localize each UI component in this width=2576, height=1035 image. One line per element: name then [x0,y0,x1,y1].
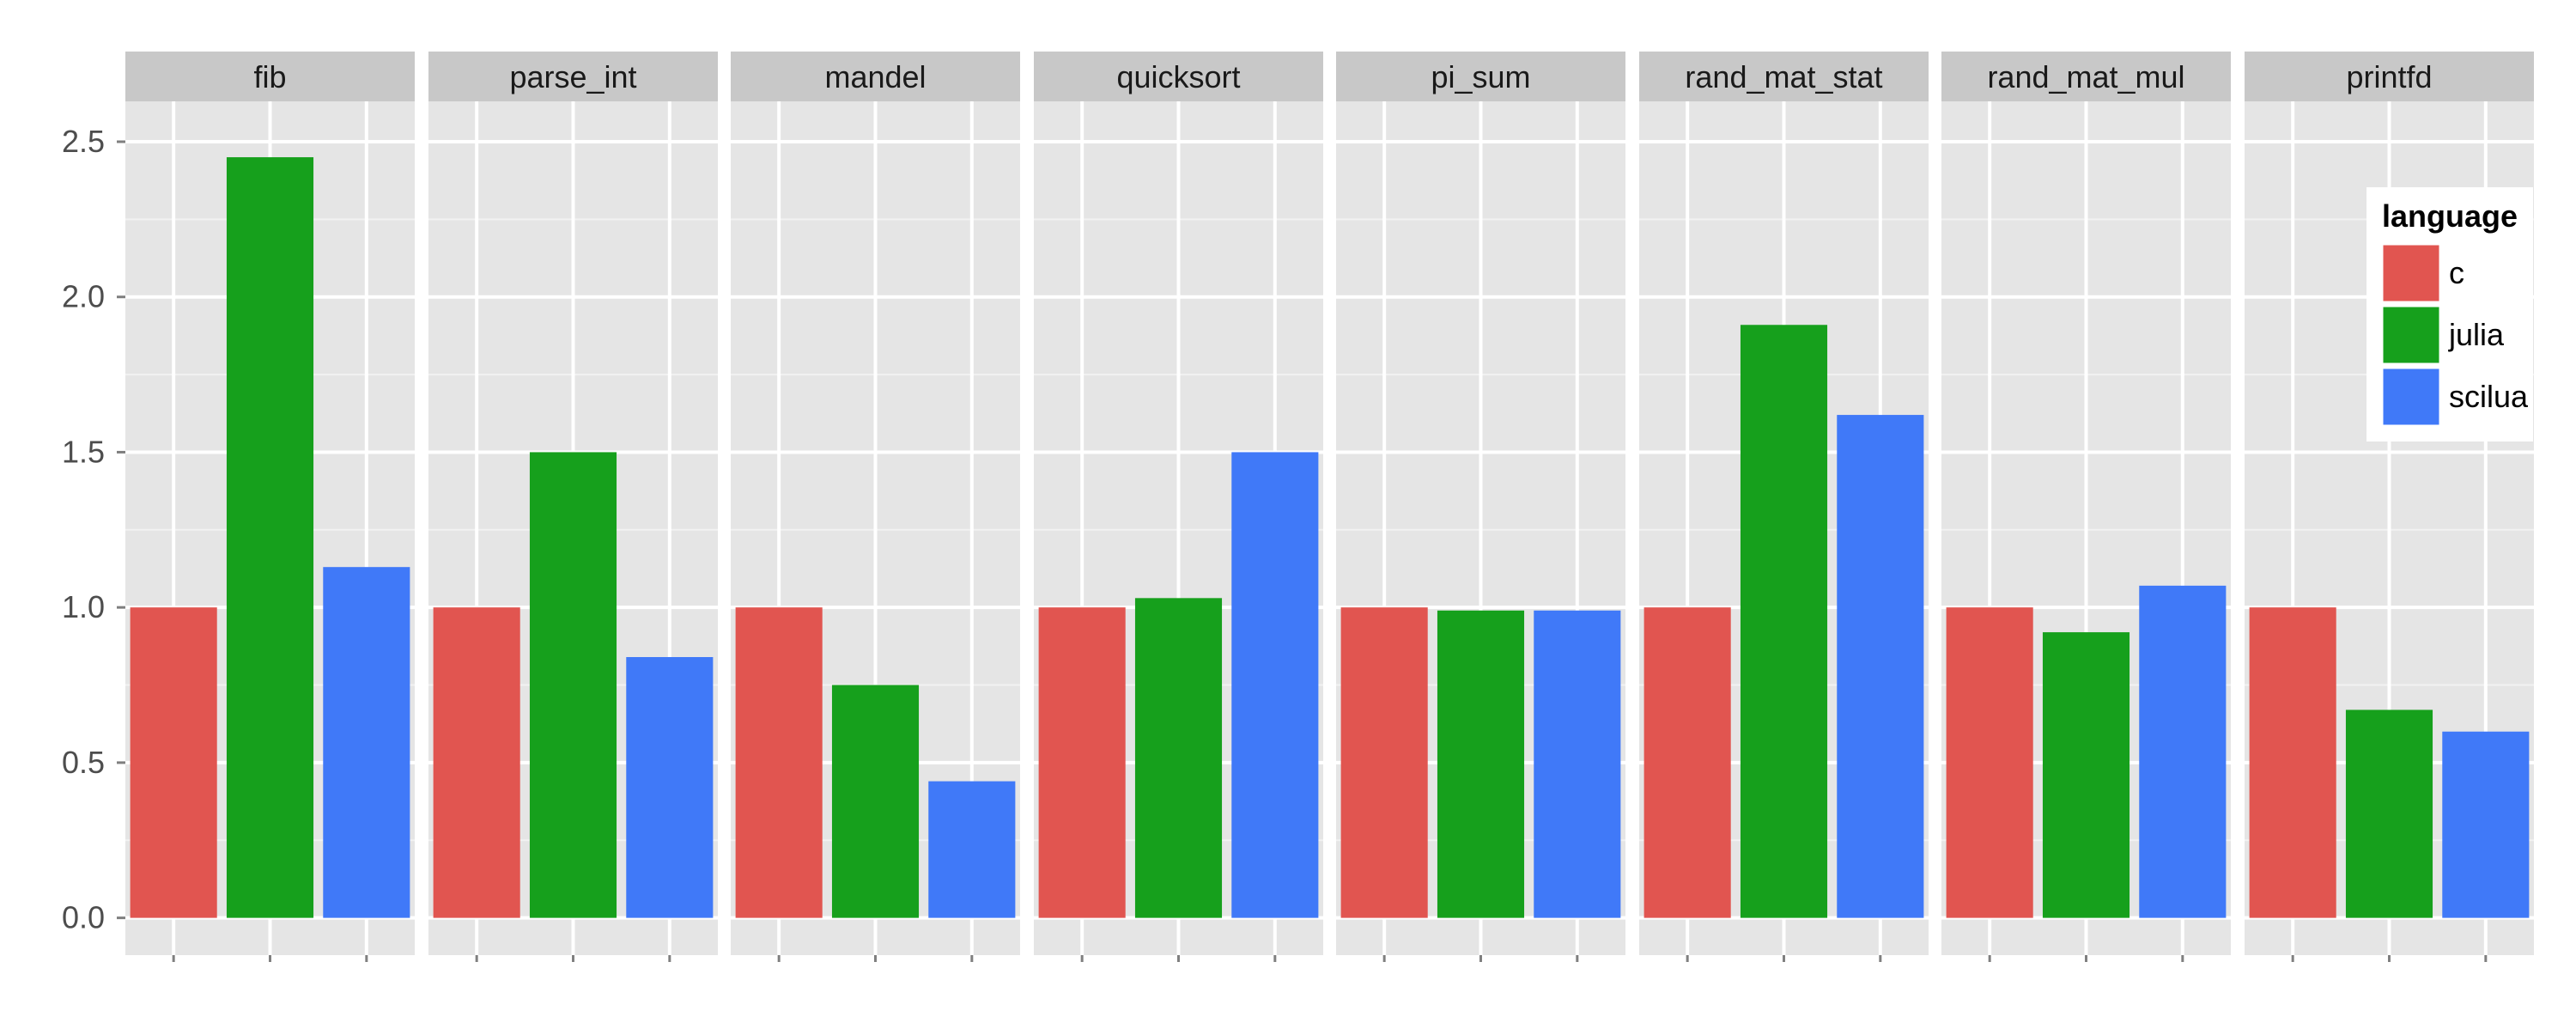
facet-strip [2245,52,2534,101]
facet-strip [125,52,415,101]
bar-julia-fib [226,157,314,918]
bar-julia-printfd [2345,709,2433,918]
y-tick-label: 0.0 [62,900,105,935]
facet-strip [731,52,1020,101]
y-tick-label: 2.5 [62,124,105,159]
facet-label: fib [253,59,286,94]
bar-c-mandel [735,607,823,918]
facet-strip [1941,52,2231,101]
bar-c-fib [130,607,217,918]
bar-julia-pi_sum [1437,610,1525,918]
bar-scilua-rand_mat_stat [1837,415,1924,918]
y-tick-label: 1.5 [62,434,105,469]
legend-label-c: c [2449,255,2464,290]
legend-label-scilua: scilua [2449,379,2529,414]
legend-key-scilua [2380,366,2442,428]
facet-label: quicksort [1116,59,1240,94]
y-tick-label: 2.0 [62,279,105,314]
facet-label: mandel [824,59,926,94]
bar-julia-rand_mat_mul [2042,632,2130,918]
facet-strip [1034,52,1323,101]
bar-c-parse_int [433,607,520,918]
facet-label: parse_int [509,59,636,94]
bar-c-pi_sum [1340,607,1428,918]
bar-julia-rand_mat_stat [1740,325,1828,918]
facet-label: pi_sum [1431,59,1530,94]
facet-strip [428,52,718,101]
legend-label-julia: julia [2448,317,2505,352]
facet-strip [1639,52,1929,101]
bar-c-quicksort [1038,607,1126,918]
bar-scilua-parse_int [626,657,714,918]
bar-scilua-mandel [928,781,1016,918]
facet-label: rand_mat_stat [1685,59,1882,94]
y-tick-label: 0.5 [62,745,105,780]
facet-label: printfd [2346,59,2432,94]
y-tick-label: 1.0 [62,589,105,624]
bar-scilua-rand_mat_mul [2139,585,2227,918]
facet-label: rand_mat_mul [1987,59,2184,94]
bar-scilua-quicksort [1231,452,1319,918]
bar-julia-mandel [831,685,920,918]
bar-scilua-pi_sum [1534,610,1621,918]
legend-title: language [2382,198,2518,234]
legend-key-c [2380,242,2442,304]
bar-julia-quicksort [1134,598,1223,918]
legend-key-julia [2380,304,2442,366]
facet-strip [1336,52,1625,101]
bar-c-printfd [2249,607,2336,918]
bar-c-rand_mat_mul [1946,607,2033,918]
bar-scilua-fib [323,567,410,918]
bar-c-rand_mat_stat [1643,607,1731,918]
bar-julia-parse_int [529,452,617,918]
bar-scilua-printfd [2442,731,2530,918]
